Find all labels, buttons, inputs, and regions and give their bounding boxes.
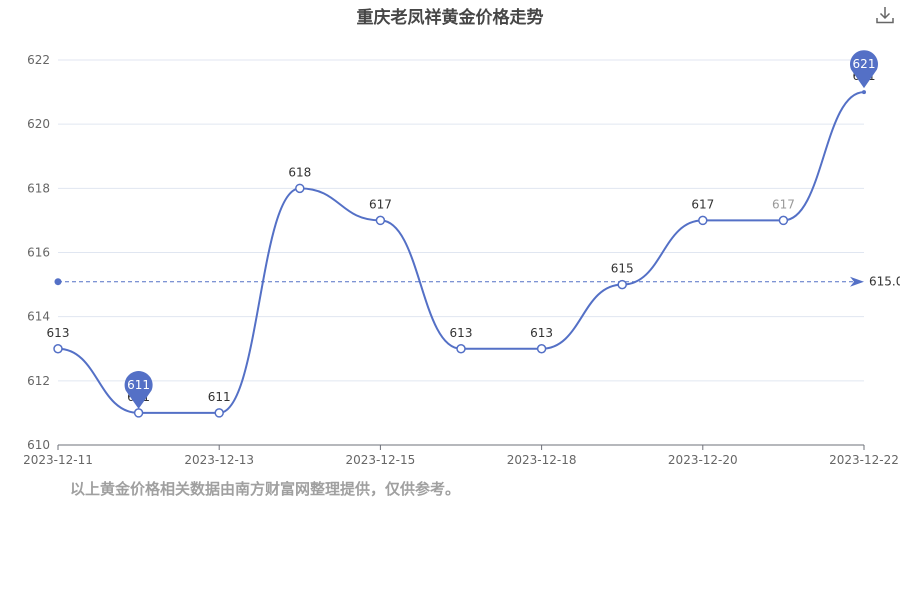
data-label: 613 [530,326,553,340]
series-layer [53,90,866,418]
y-tick-label: 622 [27,53,50,67]
data-label: 618 [288,165,311,179]
x-tick-label: 2023-12-18 [507,453,577,467]
y-tick-label: 618 [27,181,50,195]
label-layer: 613611611618617613613615617617621 [47,69,876,404]
min-marker-label: 611 [127,378,150,392]
download-icon-glyph [876,7,894,24]
data-point [133,408,144,418]
max-marker-label: 621 [853,57,876,71]
line-chart: 610 612 614 616 618 620 622 2023-12-11 2023-12-1… [23,50,900,467]
data-label: 617 [772,197,795,211]
grid-layer [58,59,864,382]
marker-layer: 611 621 [124,50,878,409]
chart-title: 重庆老凤祥黄金价格走势 [356,8,544,28]
download-icon[interactable] [874,4,896,26]
data-label: 613 [47,326,70,340]
average-line-start [54,278,62,286]
data-point [214,408,224,418]
min-marker-pin [124,371,153,409]
data-label: 613 [450,326,473,340]
data-point [536,344,547,354]
data-label: 611 [208,390,231,404]
x-tick-label: 2023-12-11 [23,453,93,467]
axis-layer: 610 612 614 616 618 620 622 2023-12-11 2023-12-1… [23,53,899,467]
x-tick-label: 2023-12-22 [829,453,899,467]
data-point [375,215,386,226]
average-line-arrow [850,276,864,287]
data-point [295,183,305,194]
x-tick-label: 2023-12-20 [668,453,738,467]
data-point [698,215,708,226]
data-point [862,90,866,95]
average-layer: 615.09 [54,275,900,289]
data-point [778,215,789,226]
y-tick-label: 610 [27,438,50,452]
source-footnote: 以上黄金价格相关数据由南方财富网整理提供，仅供参考。 [70,480,461,498]
max-marker-pin [850,50,878,89]
data-point [617,279,627,290]
series-line [57,91,865,414]
data-label: 615 [611,262,634,276]
y-tick-label: 614 [27,310,50,324]
average-label: 615.09 [869,275,900,289]
data-point [456,344,466,354]
data-label: 617 [691,197,714,211]
data-label: 617 [369,197,392,211]
x-tick-label: 2023-12-13 [184,453,254,467]
data-point [53,344,63,354]
y-tick-label: 612 [27,374,50,388]
y-tick-label: 620 [27,117,50,131]
min-marker: 611 [124,371,153,409]
x-tick-label: 2023-12-15 [346,453,416,467]
max-marker: 621 [850,50,878,89]
y-tick-label: 616 [27,246,50,260]
